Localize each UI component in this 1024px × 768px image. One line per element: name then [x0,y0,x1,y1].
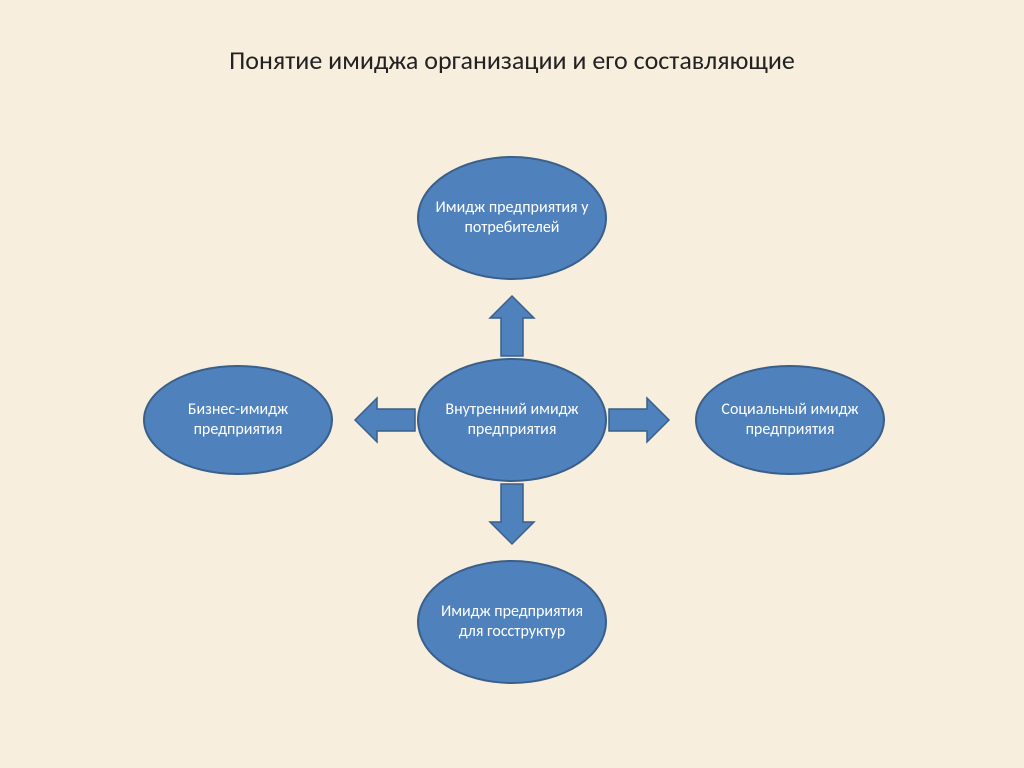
satellite-node-left-label: Бизнес-имидж предприятия [159,400,317,440]
arrow-bottom [490,484,534,544]
satellite-node-right-label: Социальный имидж предприятия [711,400,869,440]
satellite-node-top-label: Имидж предприятия у потребителей [433,198,591,238]
center-node: Внутренний имидж предприятия [417,358,607,482]
satellite-node-left: Бизнес-имидж предприятия [143,365,333,475]
satellite-node-top: Имидж предприятия у потребителей [417,156,607,280]
slide: Понятие имиджа организации и его составл… [0,0,1024,768]
satellite-node-bottom: Имидж предприятия для госструктур [417,560,607,684]
satellite-node-bottom-label: Имидж предприятия для госструктур [433,602,591,642]
arrow-top [490,296,534,356]
arrow-right [609,398,669,442]
arrow-left [355,398,415,442]
center-node-label: Внутренний имидж предприятия [433,400,591,440]
satellite-node-right: Социальный имидж предприятия [695,365,885,475]
